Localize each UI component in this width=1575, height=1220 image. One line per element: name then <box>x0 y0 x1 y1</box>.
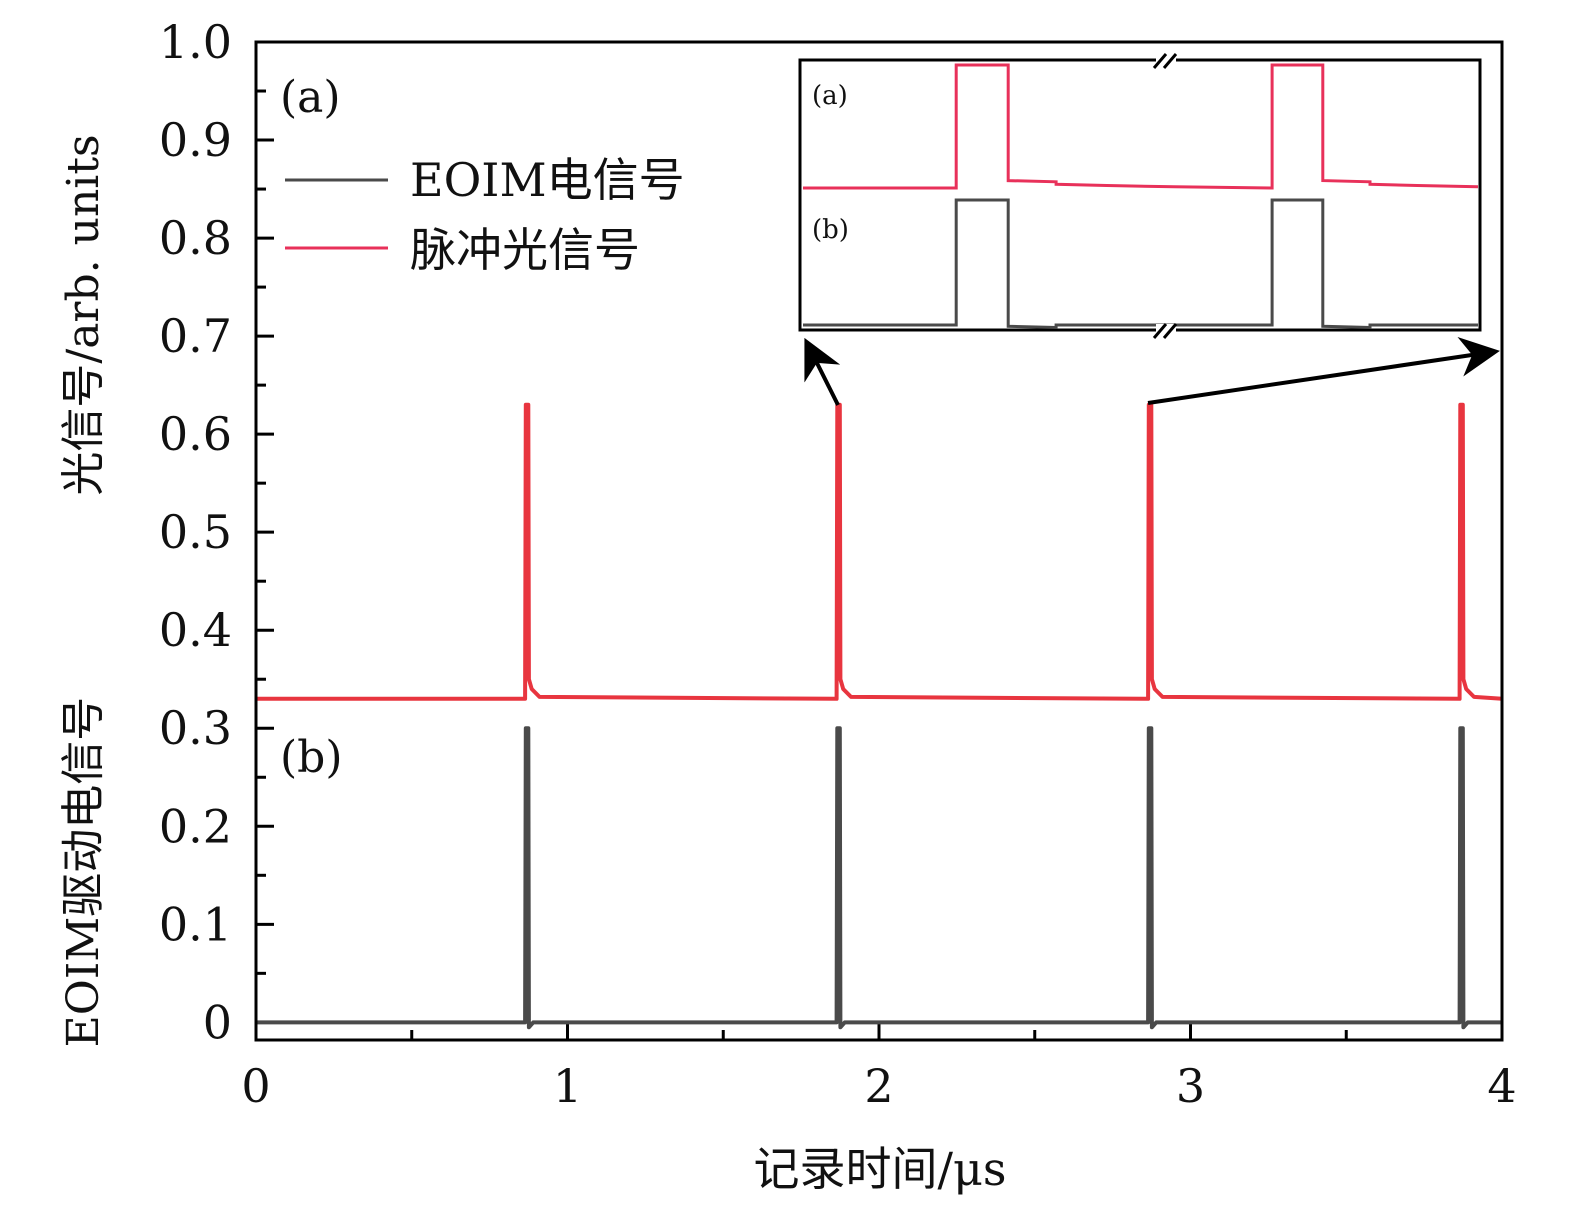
x-axis-label: 记录时间/μs <box>754 1142 1007 1196</box>
y-tick-label: 0.5 <box>159 505 232 559</box>
y-tick-label: 0.4 <box>159 603 232 657</box>
axis-break-bottom <box>1152 323 1178 339</box>
y-tick-label: 0.1 <box>159 897 232 951</box>
inset-frame <box>798 58 1482 332</box>
x-tick-label: 1 <box>553 1059 582 1113</box>
x-tick-label: 3 <box>1176 1059 1205 1113</box>
inset-series-line-a <box>803 63 1479 190</box>
y-tick-label: 0.3 <box>159 701 232 755</box>
x-tick-label: 0 <box>241 1059 270 1113</box>
panel-label-b: (b) <box>280 732 343 783</box>
zoom-arrow-left <box>804 337 841 406</box>
axis-ticks <box>254 40 1504 1040</box>
series-line-eoim <box>256 726 1502 1030</box>
y-axis-label-bottom: EOIM驱动电信号 <box>58 697 109 1048</box>
legend-label-eoim: EOIM电信号 <box>410 153 685 207</box>
x-tick-label: 4 <box>1487 1059 1516 1113</box>
panel-label-a: (a) <box>280 72 341 123</box>
inset-panel-label-b: (b) <box>812 215 849 245</box>
zoom-arrow-right <box>1147 336 1500 405</box>
series-group <box>256 402 1503 1030</box>
inset-panel-label-a: (a) <box>812 81 848 111</box>
inset: (a) (b) <box>798 53 1482 339</box>
x-tick-label: 2 <box>864 1059 893 1113</box>
series-line-pulse <box>256 402 1503 701</box>
legend-label-pulse: 脉冲光信号 <box>410 223 640 277</box>
y-axis-label-top: 光信号/arb. units <box>58 134 109 495</box>
plot-frame <box>254 40 1504 1042</box>
y-tick-label: 0.8 <box>159 211 232 265</box>
y-tick-label: 0.2 <box>159 799 232 853</box>
legend: EOIM电信号 脉冲光信号 <box>285 153 685 277</box>
axis-break-top <box>1152 53 1178 69</box>
y-tick-label: 0.6 <box>159 407 232 461</box>
y-tick-label: 0.9 <box>159 113 232 167</box>
y-tick-label: 1.0 <box>159 15 232 69</box>
y-tick-label: 0.7 <box>159 309 232 363</box>
tick-labels: 0 1 2 3 4 0 0.1 0.2 0.3 0.4 0.5 0.6 0.7 0.8 0.9 1.0 <box>159 15 1517 1113</box>
y-tick-label: 0 <box>203 995 232 1049</box>
